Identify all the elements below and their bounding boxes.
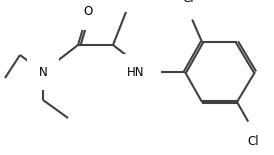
Text: O: O xyxy=(83,5,93,18)
Text: Cl: Cl xyxy=(247,135,259,148)
Text: N: N xyxy=(39,66,47,78)
Text: HN: HN xyxy=(127,66,144,78)
Text: Cl: Cl xyxy=(182,0,194,5)
